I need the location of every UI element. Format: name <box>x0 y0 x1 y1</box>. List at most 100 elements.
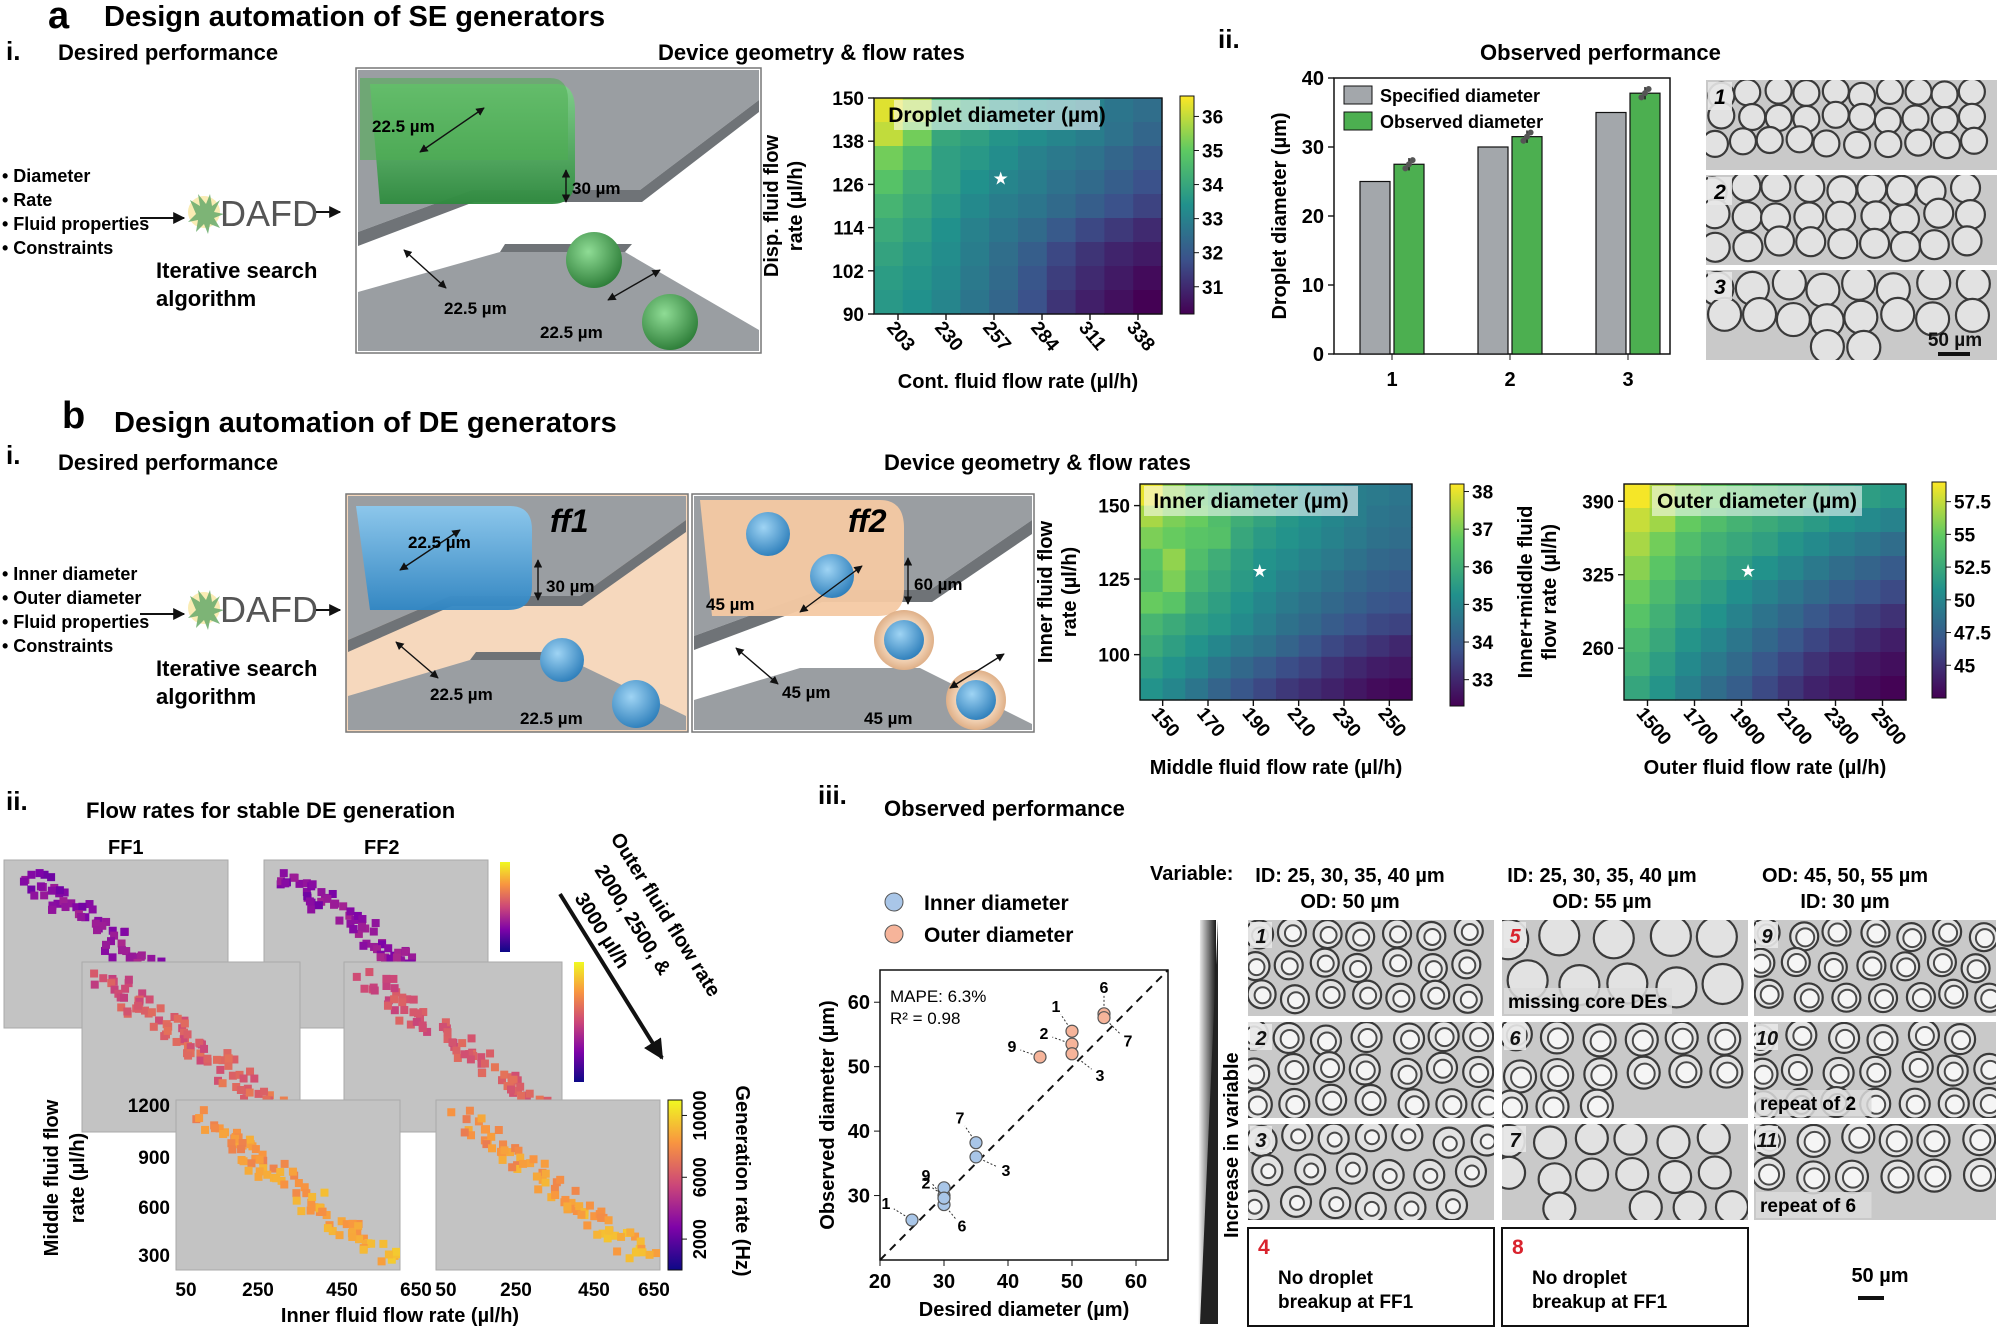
heatmap-cell <box>1075 218 1105 243</box>
droplet-core <box>1322 985 1341 1004</box>
stable-cell <box>645 1250 654 1259</box>
heatmap-cell <box>1803 628 1830 653</box>
column-1-line-1: ID: 25, 30, 35, 40 µm <box>1255 865 1444 887</box>
droplet-core <box>1326 1131 1343 1148</box>
droplet <box>1738 102 1767 132</box>
droplet-core <box>1795 927 1816 948</box>
droplet <box>1731 200 1763 233</box>
heatmap-cell <box>1133 170 1163 195</box>
heatmap-cell <box>1276 548 1300 571</box>
stable-cell <box>318 1207 327 1216</box>
droplet-core <box>1469 1027 1490 1048</box>
x-tick-label: 250 <box>500 1280 532 1301</box>
x-tick-label: 1500 <box>1632 704 1675 750</box>
heatmap-cell <box>1185 592 1209 615</box>
y-tick-label: 40 <box>1302 68 1324 90</box>
heatmap-cell <box>874 242 904 267</box>
heatmap-cell <box>931 170 961 195</box>
dim-label-w1: 22.5 µm <box>372 117 435 136</box>
droplet <box>1918 229 1950 261</box>
y-tick-label: 0 <box>1313 344 1324 366</box>
heatmap-cell <box>1675 628 1702 653</box>
droplet <box>1824 200 1857 232</box>
stable-cell <box>238 1139 247 1148</box>
stable-cell <box>498 1140 507 1149</box>
x-tick-label: 650 <box>638 1280 670 1301</box>
stable-cell <box>613 1247 622 1256</box>
stable-cell <box>494 1126 503 1135</box>
droplet-core <box>1951 1030 1972 1051</box>
stable-cell <box>441 1018 450 1027</box>
stable-cell <box>525 1089 534 1098</box>
droplet <box>1957 80 1986 106</box>
droplet <box>1954 199 1987 231</box>
droplet-core <box>1316 1031 1337 1052</box>
heatmap-cell <box>1253 570 1277 593</box>
se-diameter-bar-chart: 0 10 20 30 40 Droplet diameter (µm) 1 2 3 Specifi… <box>1269 68 1671 391</box>
panel-b-inputs: • Inner diameter • Outer diameter • Flui… <box>2 564 149 656</box>
stable-cell <box>534 1185 543 1194</box>
droplet-core <box>1848 1126 1871 1149</box>
droplet-core <box>1427 986 1446 1005</box>
stable-cell <box>390 995 399 1004</box>
heatmap-cell <box>1366 548 1390 571</box>
heatmap-cell <box>1140 635 1164 658</box>
heatmap-cell <box>1321 635 1345 658</box>
heatmap-cell <box>1880 604 1907 629</box>
stable-cell <box>352 972 361 981</box>
colorbar <box>1449 483 1465 707</box>
heatmap-cell <box>1803 604 1830 629</box>
increase-wedge: Increase in variable <box>1198 920 1243 1324</box>
droplet-core <box>1510 1066 1533 1089</box>
heatmap-cell <box>1854 628 1881 653</box>
stable-cell <box>231 1134 240 1143</box>
stable-cell <box>183 1030 192 1039</box>
y-tick-label: 126 <box>832 175 864 196</box>
y-tick-label: 10 <box>1302 275 1324 297</box>
y-axis-label: Inner+middle fluid <box>1515 506 1537 679</box>
point-label: 9 <box>922 1168 931 1185</box>
dim-label-w2: 22.5 µm <box>430 685 493 704</box>
heatmap-cell <box>1133 98 1163 123</box>
droplet <box>1697 1155 1732 1190</box>
x-tick-label: 2100 <box>1773 704 1816 750</box>
colorbar-tick-label: 10000 <box>690 1090 710 1140</box>
heatmap-cell <box>1366 678 1390 701</box>
stable-cell <box>251 1154 260 1163</box>
image-number: 1 <box>1255 926 1266 948</box>
droplet <box>1615 1156 1650 1192</box>
x-tick-label: 40 <box>997 1271 1019 1293</box>
stable-cell <box>210 1124 219 1133</box>
stable-title: Flow rates for stable DE generation <box>86 798 455 823</box>
stable-cell <box>490 1063 499 1072</box>
droplet-core <box>1969 1129 1992 1152</box>
droplet-core <box>1943 1061 1964 1082</box>
droplet-core <box>1589 1030 1612 1053</box>
droplet <box>1923 197 1955 229</box>
legend-label: Observed diameter <box>1380 112 1543 132</box>
x-tick-label: 1900 <box>1726 704 1769 750</box>
stable-cell <box>509 1075 518 1084</box>
heatmap-cell <box>1726 580 1753 605</box>
y-axis-label: Droplet diameter (µm) <box>1269 112 1291 319</box>
droplet <box>1949 175 1982 204</box>
heatmap-cell <box>931 242 961 267</box>
droplet <box>1574 1157 1610 1192</box>
droplet-core <box>1280 957 1299 976</box>
droplet-core <box>1829 1063 1850 1084</box>
heatmap-cell <box>1829 628 1856 653</box>
droplet-core <box>1463 1164 1480 1181</box>
panel-a-inputs: • Diameter • Rate • Fluid properties • C… <box>2 166 149 258</box>
heatmap-title: Outer diameter (µm) <box>1657 490 1857 513</box>
image-number: 3 <box>1714 276 1726 299</box>
stable-cell <box>216 1065 225 1074</box>
ff2-header: FF2 <box>364 837 400 859</box>
stable-cell <box>626 1228 635 1237</box>
droplet <box>1592 920 1635 960</box>
label-badge <box>1756 1126 1778 1152</box>
heatmap-cell <box>1366 570 1390 593</box>
stable-cell <box>251 1145 260 1154</box>
heatmap-cell <box>1366 505 1390 528</box>
stable-cell <box>307 905 316 914</box>
heatmap-cell <box>1366 592 1390 615</box>
